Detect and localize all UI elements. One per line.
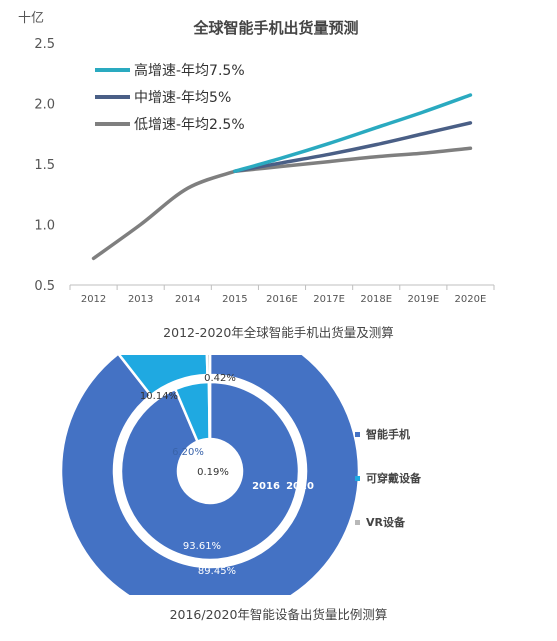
history-line	[91, 169, 237, 261]
legend-label: 中增速-年均5%	[134, 90, 231, 106]
legend-label: 智能手机	[366, 427, 410, 441]
donut-slice	[205, 355, 212, 377]
donut-value-label: 93.61%	[183, 541, 221, 552]
legend-label: 可穿戴设备	[366, 471, 422, 485]
donut-value-label: 0.42%	[204, 373, 236, 384]
donut-chart: 6.20% 0.19% 93.61% 2016 10.14% 0.42% 89.45% 202…	[59, 355, 422, 595]
x-tick-label: 2019E	[407, 294, 439, 305]
unit-label: 十亿	[18, 11, 44, 26]
y-tick-label: 1.5	[34, 158, 55, 173]
x-tick-label: 2012	[81, 294, 106, 305]
x-tick-label: 2020E	[455, 294, 487, 305]
legend-label: VR设备	[366, 515, 406, 529]
x-tick-label: 2014	[175, 294, 200, 305]
line-chart-caption: 2012-2020年全球智能手机出货量及测算	[163, 325, 394, 340]
donut-slice	[59, 355, 361, 595]
donut-value-label: 0.19%	[197, 467, 229, 478]
line-chart: 十亿 全球智能手机出货量预测 2012 2013 2014 2015 2016E 2017…	[18, 11, 495, 305]
y-tick-label: 1.0	[34, 219, 55, 234]
legend-swatch	[355, 432, 360, 437]
series-line-0	[233, 93, 473, 174]
donut-value-label: 2020	[286, 481, 314, 492]
donut-value-label: 2016	[252, 481, 280, 492]
y-tick-label: 0.5	[34, 279, 55, 294]
x-tick-label: 2015	[222, 294, 247, 305]
x-tick-label: 2013	[128, 294, 153, 305]
series-line-2	[233, 146, 473, 174]
donut-slice	[117, 355, 209, 398]
legend-label: 高增速-年均7.5%	[134, 62, 245, 79]
y-tick-label: 2.0	[34, 98, 55, 113]
legend-label: 低增速-年均2.5%	[134, 117, 245, 133]
x-tick-label: 2017E	[313, 294, 345, 305]
donut-value-label: 10.14%	[140, 391, 178, 402]
donut-value-label: 6.20%	[172, 447, 204, 458]
x-tick-label: 2016E	[266, 294, 298, 305]
donut-chart-caption: 2016/2020年智能设备出货量比例测算	[169, 607, 388, 622]
donut-value-label: 89.45%	[198, 566, 236, 577]
legend-swatch	[355, 476, 360, 481]
x-tick-label: 2018E	[360, 294, 392, 305]
chart-title: 全球智能手机出货量预测	[192, 19, 358, 37]
series-line-1	[233, 121, 473, 174]
donut-slice	[119, 380, 301, 562]
y-tick-label: 2.5	[34, 37, 55, 52]
donut-slice	[207, 380, 212, 441]
legend-swatch	[355, 520, 360, 525]
